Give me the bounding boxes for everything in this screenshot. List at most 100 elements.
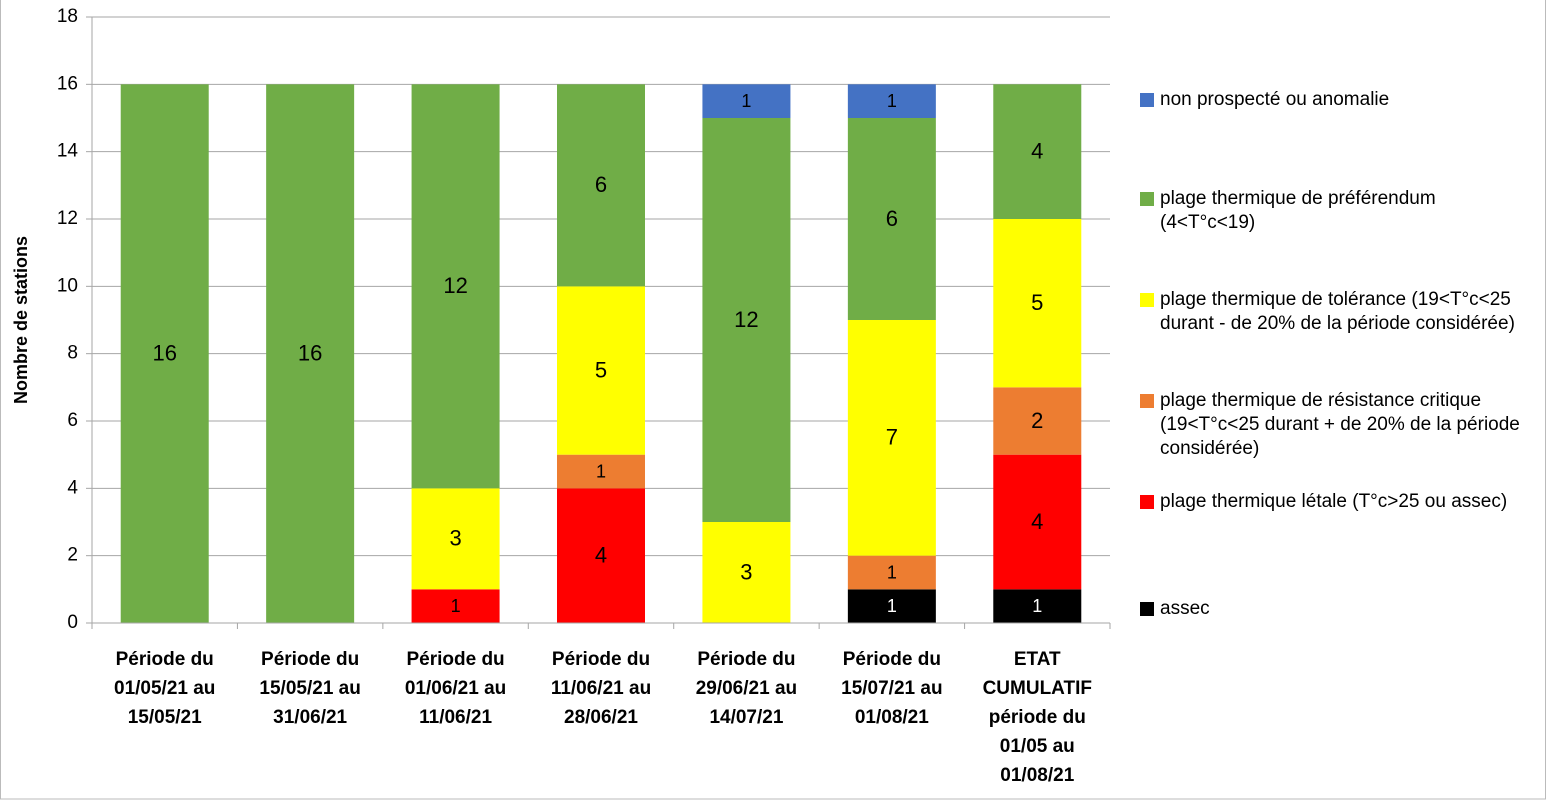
legend-label: non prospecté ou anomalie: [1160, 89, 1390, 110]
legend-label: plage thermique de résistance critique (…: [1160, 390, 1520, 459]
data-label: 4: [1031, 509, 1043, 534]
x-tick-label-line: 14/07/21: [709, 707, 783, 728]
x-tick-label-line: Période du: [552, 649, 650, 670]
x-tick-label-line: Période du: [843, 649, 941, 670]
x-tick-label-line: CUMULATIF: [983, 678, 1092, 699]
legend-swatch: [1140, 394, 1154, 408]
data-label: 4: [1031, 138, 1043, 163]
x-tick-label-line: 29/06/21 au: [696, 678, 797, 699]
data-label: 1: [887, 91, 897, 111]
y-axis-label: Nombre de stations: [11, 236, 31, 404]
x-tick-label-line: 01/06/21 au: [405, 678, 506, 699]
x-tick-label-line: 11/06/21 au: [551, 678, 651, 699]
legend-item: non prospecté ou anomalie: [1140, 88, 1530, 112]
legend-swatch: [1140, 293, 1154, 307]
legend-item: plage thermique de résistance critique (…: [1140, 389, 1530, 461]
bar-segment: [993, 589, 1082, 623]
x-tick-label: Période du 01/05/21 au 15/05/21: [114, 649, 215, 728]
legend-swatch: [1140, 495, 1154, 509]
data-label: 2: [1031, 408, 1043, 433]
legend-item: plage thermique de tolérance (19<T°c<25 …: [1140, 288, 1530, 336]
data-label: 12: [443, 273, 467, 298]
bar-segment: [847, 118, 936, 320]
legend-label: plage thermique de préférendum (4<T°c<19…: [1160, 188, 1436, 233]
bar-segment: [847, 589, 936, 623]
y-tick-label: 4: [67, 477, 78, 498]
x-tick-label: ETAT CUMULATIF période du 01/05 au 01/08/21: [983, 649, 1092, 786]
y-tick-label: 14: [57, 141, 79, 162]
data-label: 12: [734, 307, 758, 332]
bar-segment: [702, 84, 791, 118]
x-tick-label: Période du 01/06/21 au 11/06/21: [405, 649, 506, 728]
bar-segment: [411, 589, 500, 623]
x-tick-label-line: 01/05 au: [1000, 736, 1075, 757]
y-tick-label: 12: [57, 208, 78, 229]
data-label: 1: [596, 461, 606, 481]
bar-segment: [266, 84, 355, 624]
data-label: 7: [886, 425, 898, 450]
y-tick-label: 10: [57, 275, 78, 296]
x-tick-label: Période du 15/07/21 au 01/08/21: [841, 649, 942, 728]
bar-segment: [993, 84, 1082, 219]
data-label: 5: [595, 357, 607, 382]
data-label: 3: [449, 526, 461, 551]
x-tick-label-line: 01/08/21: [1000, 765, 1074, 786]
legend-label: plage thermique létale (T°c>25 ou assec): [1160, 491, 1508, 512]
bar-segment: [557, 488, 645, 623]
data-label: 3: [740, 559, 752, 584]
legend-label: assec: [1160, 598, 1210, 619]
bar-segment: [120, 84, 209, 624]
bar-segment: [557, 84, 645, 287]
x-tick-label-line: 31/06/21: [273, 707, 347, 728]
legend-swatch: [1140, 93, 1154, 107]
x-tick-label-line: ETAT: [1014, 649, 1061, 670]
data-label: 4: [595, 542, 607, 567]
x-tick-label-line: 15/05/21: [128, 707, 202, 728]
bar-segment: [993, 219, 1082, 388]
y-tick-label: 6: [67, 410, 78, 431]
legend-item: plage thermique de préférendum (4<T°c<19…: [1140, 187, 1530, 235]
y-tick-label: 16: [57, 73, 78, 94]
data-label: 16: [298, 340, 322, 365]
x-tick-label-line: 01/08/21: [855, 707, 929, 728]
x-tick-label: Période du 29/06/21 au 14/07/21: [696, 649, 797, 728]
x-tick-label-line: 28/06/21: [564, 707, 638, 728]
data-label: 1: [887, 596, 897, 616]
legend-label: plage thermique de tolérance (19<T°c<25 …: [1160, 289, 1515, 334]
y-tick-label: 8: [67, 343, 78, 364]
x-tick-label-line: période du: [989, 707, 1086, 728]
legend-swatch: [1140, 192, 1154, 206]
data-label: 5: [1031, 290, 1043, 315]
x-tick-label-line: 11/06/21: [419, 707, 492, 728]
bar-segment: [847, 555, 936, 590]
x-tick-label-line: 15/05/21 au: [259, 678, 360, 699]
legend-item: assec: [1140, 597, 1530, 621]
bar-segment: [993, 387, 1082, 455]
y-tick-label: 0: [67, 612, 78, 633]
legend-swatch: [1140, 602, 1154, 616]
data-label: 16: [152, 340, 176, 365]
data-label: 1: [1032, 596, 1042, 616]
bar-segment: [847, 320, 936, 556]
bar-segment: [557, 286, 645, 455]
y-tick-label: 18: [57, 6, 78, 27]
x-tick-label-line: Période du: [116, 649, 214, 670]
data-label: 6: [595, 172, 607, 197]
bar-segment: [993, 454, 1082, 590]
x-tick-label-line: Période du: [261, 649, 359, 670]
x-tick-label: Période du 11/06/21 au 28/06/21: [551, 649, 651, 728]
x-tick-label-line: Période du: [406, 649, 504, 670]
data-label: 1: [887, 562, 897, 582]
bar-segment: [411, 488, 500, 590]
y-tick-label: 2: [67, 545, 78, 566]
bar-segment: [702, 118, 791, 522]
x-tick-label-line: 01/05/21 au: [114, 678, 215, 699]
bar-segment: [702, 522, 791, 623]
x-tick-label-line: 15/07/21 au: [841, 678, 942, 699]
bar-segment: [557, 454, 645, 489]
x-tick-label: Période du 15/05/21 au 31/06/21: [259, 649, 360, 728]
x-tick-label-line: Période du: [697, 649, 795, 670]
